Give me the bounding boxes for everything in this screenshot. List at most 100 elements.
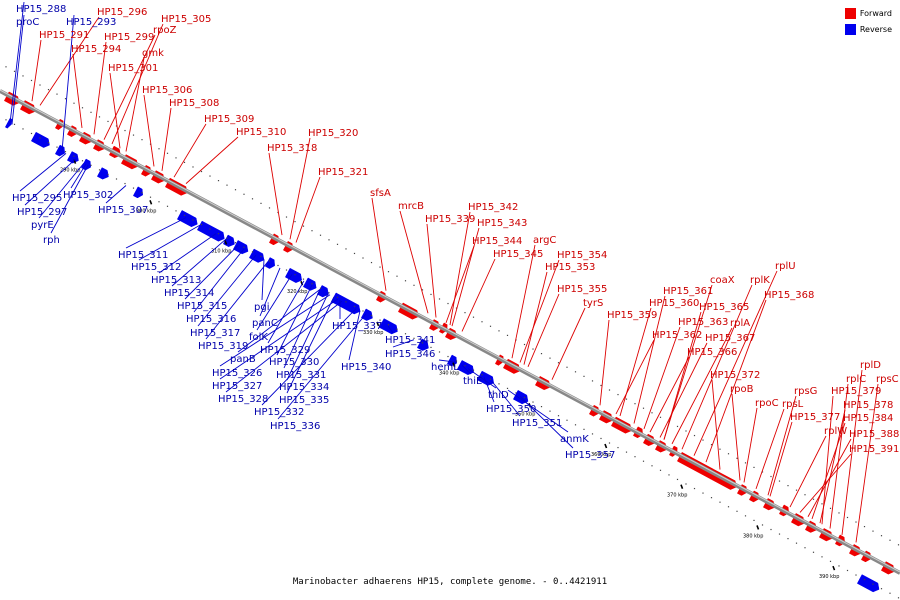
reverse-leader-line: [348, 310, 361, 361]
minor-tick-dot: [472, 316, 475, 318]
forward-leader-line: [681, 284, 753, 450]
forward-gene-label: rpoB: [730, 384, 754, 395]
forward-leader-line: [551, 307, 586, 380]
minor-tick-dot: [787, 485, 789, 487]
minor-tick-dot: [642, 460, 645, 462]
minor-tick-dot: [39, 84, 41, 86]
minor-tick-dot: [753, 466, 755, 469]
minor-tick-dot: [600, 384, 602, 387]
minor-tick-dot: [124, 182, 126, 185]
forward-leader-line: [619, 307, 652, 417]
reverse-gene-label: HP15_327: [212, 381, 262, 392]
forward-gene-label: rplC: [846, 374, 866, 385]
forward-gene-label: rpsC: [876, 374, 899, 385]
minor-tick-dot: [795, 489, 798, 491]
forward-gene-label: rplD: [860, 360, 881, 371]
minor-tick-dot: [736, 510, 738, 512]
minor-tick-dot: [634, 456, 636, 458]
reverse-leader-line: [61, 14, 75, 152]
minor-tick-dot: [498, 330, 500, 332]
forward-leader-line: [185, 136, 239, 184]
forward-gene-label: HP15_354: [557, 250, 607, 261]
minor-tick-dot: [600, 437, 602, 440]
minor-tick-dot: [345, 248, 347, 250]
major-tick: [149, 200, 153, 205]
minor-tick-dot: [770, 475, 772, 478]
minor-tick-dot: [855, 574, 857, 576]
forward-leader-line: [649, 356, 690, 433]
minor-tick-dot: [251, 251, 254, 253]
minor-tick-dot: [226, 237, 228, 239]
forward-leader-line: [819, 409, 846, 524]
tick-label: 360 kbp: [591, 452, 611, 458]
forward-leader-line: [663, 311, 702, 440]
minor-tick-dot: [464, 312, 466, 314]
minor-tick-dot: [702, 492, 704, 494]
tick-label: 370 kbp: [667, 493, 687, 499]
minor-tick-dot: [345, 301, 347, 303]
minor-tick-dot: [353, 252, 356, 255]
forward-leader-line: [519, 259, 560, 363]
reverse-gene-label: HP15_293: [66, 17, 116, 28]
minor-tick-dot: [778, 480, 781, 482]
reverse-leader-line: [11, 14, 25, 125]
minor-tick-dot: [328, 239, 330, 241]
minor-tick-dot: [132, 187, 135, 189]
tick-label: 300 kbp: [136, 208, 156, 214]
reverse-gene-label: panC: [252, 318, 278, 329]
minor-tick-dot: [863, 578, 866, 581]
caption: Marinobacter adhaerens HP15, complete ge…: [292, 577, 608, 587]
minor-tick-dot: [668, 474, 670, 476]
minor-tick-dot: [838, 565, 840, 567]
minor-tick-dot: [651, 412, 653, 414]
reverse-leader-line: [197, 254, 257, 327]
reverse-gene-label: HP15_319: [198, 341, 248, 352]
tick-label: 340 kbp: [439, 371, 459, 377]
forward-leader-line: [855, 383, 879, 543]
forward-gene-label: HP15_355: [557, 284, 607, 295]
forward-gene-label: coaX: [710, 275, 735, 286]
minor-tick-dot: [430, 346, 432, 349]
minor-tick-dot: [200, 170, 203, 173]
reverse-gene-label: HP15_315: [177, 301, 227, 312]
reverse-leader-line: [171, 238, 227, 287]
minor-tick-dot: [302, 278, 305, 280]
minor-tick-dot: [294, 273, 296, 276]
forward-gene-label: HP15_365: [699, 302, 749, 313]
forward-gene-label: sfsA: [370, 188, 391, 199]
minor-tick-dot: [81, 160, 84, 162]
forward-gene-label: rpoZ: [153, 25, 177, 36]
forward-leader-line: [841, 369, 863, 535]
minor-tick-dot: [880, 535, 883, 537]
tick-label: 380 kbp: [743, 533, 763, 539]
reverse-gene-label: pgi: [254, 302, 269, 313]
reverse-leader-line: [387, 325, 394, 334]
reverse-leader-line: [125, 217, 187, 249]
reverse-leader-line: [276, 284, 313, 356]
reverse-gene-arrow: [360, 308, 373, 321]
minor-tick-dot: [761, 524, 764, 526]
minor-tick-dot: [574, 424, 577, 426]
minor-tick-dot: [30, 132, 33, 135]
minor-tick-dot: [294, 220, 296, 223]
forward-leader-line: [821, 395, 834, 525]
forward-gene-label: HP15_306: [142, 85, 192, 96]
reverse-gene-label: HP15_316: [186, 314, 236, 325]
forward-gene-label: HP15_378: [843, 400, 893, 411]
major-tick: [376, 321, 380, 327]
minor-tick-dot: [583, 375, 585, 377]
forward-leader-line: [173, 123, 207, 178]
minor-tick-dot: [209, 175, 211, 177]
reverse-gene-arrow: [856, 574, 880, 593]
minor-tick-dot: [166, 152, 169, 154]
reverse-leader-line: [267, 280, 305, 344]
reverse-leader-line: [158, 233, 217, 274]
reverse-leader-line: [237, 289, 321, 353]
reverse-leader-line: [519, 396, 574, 449]
minor-tick-dot: [727, 506, 730, 508]
reverse-gene-label: HP15_314: [164, 288, 214, 299]
forward-gene-label: HP15_343: [477, 218, 527, 229]
minor-tick-dot: [557, 362, 560, 364]
forward-gene-label: HP15_372: [710, 370, 760, 381]
reverse-gene-label: HP15_295: [12, 193, 62, 204]
